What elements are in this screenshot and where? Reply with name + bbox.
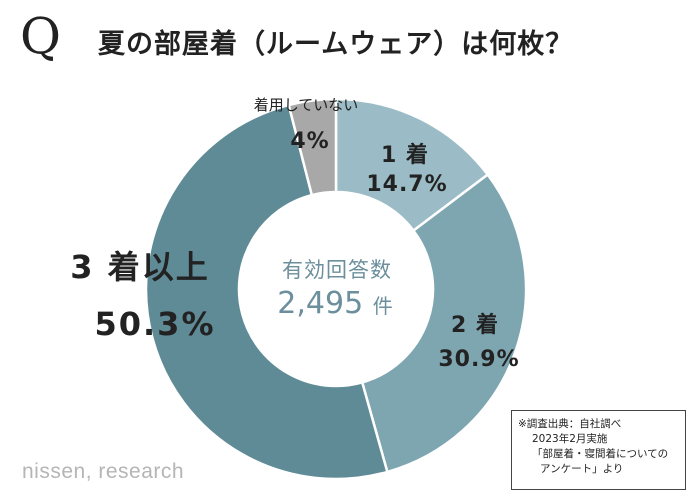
response-count: 2,495 件 [255, 286, 415, 321]
chart-title: 夏の部屋着（ルームウェア）は何枚？ [98, 29, 574, 60]
slice-three [144, 103, 389, 481]
label-two-name: 2 着 [451, 313, 499, 338]
source-line-3: 「部屋着・寝間着についての [532, 448, 669, 460]
label-one-pct: 14.7% [366, 172, 448, 197]
slice-none [287, 97, 338, 197]
source-note: ※調査出典：自社調べ 2023年2月実施 「部屋着・寝間着についての アンケート… [511, 410, 686, 490]
response-count-unit: 件 [372, 294, 393, 318]
nissen-research-logo: nissen, research [22, 460, 185, 483]
source-line-1: ※調査出典：自社調べ [518, 418, 622, 430]
label-three-pct: 50.3% [94, 305, 216, 343]
slice-one [334, 97, 490, 233]
response-count-label: 有効回答数 [282, 258, 392, 282]
source-line-4: アンケート」より [540, 463, 624, 475]
label-none-pct: 4% [290, 129, 330, 154]
label-two-pct: 30.9% [438, 347, 520, 372]
label-three-name: 3 着以上 [70, 248, 210, 286]
question-mark-q: Q [20, 7, 61, 65]
response-count-value: 2,495 [277, 286, 364, 321]
label-one-name: 1 着 [381, 143, 429, 168]
slice-two [360, 172, 528, 474]
label-none-name: 着用していない [253, 96, 359, 114]
source-line-2: 2023年2月実施 [532, 433, 608, 445]
